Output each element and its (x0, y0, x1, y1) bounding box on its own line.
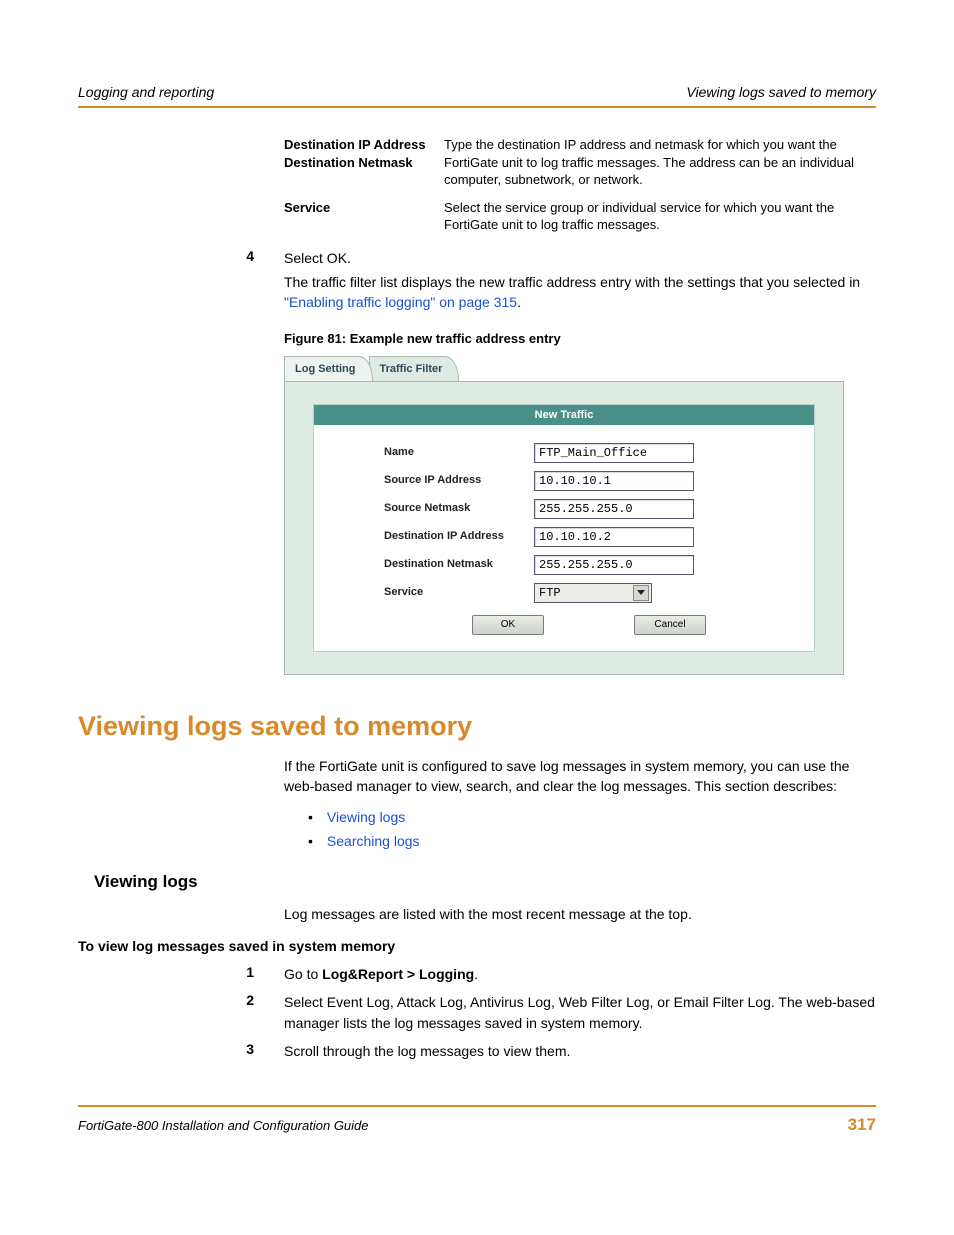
procedure-title: To view log messages saved in system mem… (78, 938, 876, 954)
input-src-mask[interactable] (534, 499, 694, 519)
page-header: Logging and reporting Viewing logs saved… (78, 84, 876, 108)
def-label-service: Service (284, 199, 444, 234)
label-src-ip: Source IP Address (384, 474, 534, 487)
step-number-1: 1 (78, 964, 284, 988)
xref-enabling-traffic-logging[interactable]: "Enabling traffic logging" on page 315 (284, 294, 517, 310)
page-footer: FortiGate-800 Installation and Configura… (78, 1105, 876, 1135)
step-number-4: 4 (78, 248, 284, 317)
label-service: Service (384, 586, 534, 599)
label-dst-ip: Destination IP Address (384, 530, 534, 543)
step-body-3: Scroll through the log messages to view … (284, 1041, 876, 1065)
section-link-list: Viewing logs Searching logs (308, 806, 876, 854)
step-number-2: 2 (78, 992, 284, 1037)
subsection-intro: Log messages are listed with the most re… (284, 904, 876, 924)
def-desc-service: Select the service group or individual s… (444, 199, 876, 234)
def-label-dest: Destination IP Address Destination Netma… (284, 136, 444, 189)
def-desc-dest: Type the destination IP address and netm… (444, 136, 876, 189)
step-body-4: Select OK. The traffic filter list displ… (284, 248, 876, 317)
select-service[interactable]: FTP (534, 583, 652, 603)
section-heading: Viewing logs saved to memory (78, 711, 876, 742)
step-number-3: 3 (78, 1041, 284, 1065)
link-viewing-logs[interactable]: Viewing logs (327, 809, 405, 825)
step-body-1: Go to Log&Report > Logging. (284, 964, 876, 988)
figure-caption: Figure 81: Example new traffic address e… (284, 331, 876, 346)
footer-page-number: 317 (848, 1115, 876, 1135)
label-dst-mask: Destination Netmask (384, 558, 534, 571)
step-body-2: Select Event Log, Attack Log, Antivirus … (284, 992, 876, 1037)
cancel-button[interactable]: Cancel (634, 615, 706, 635)
figure-81: Log Setting Traffic Filter New Traffic N… (284, 356, 876, 675)
chevron-down-icon (633, 585, 649, 601)
section-intro: If the FortiGate unit is configured to s… (284, 756, 876, 797)
ok-button[interactable]: OK (472, 615, 544, 635)
footer-title: FortiGate-800 Installation and Configura… (78, 1118, 369, 1133)
label-src-mask: Source Netmask (384, 502, 534, 515)
tab-traffic-filter[interactable]: Traffic Filter (369, 356, 460, 381)
header-left: Logging and reporting (78, 84, 214, 100)
header-right: Viewing logs saved to memory (686, 84, 876, 100)
input-dst-ip[interactable] (534, 527, 694, 547)
definition-table: Destination IP Address Destination Netma… (284, 136, 876, 234)
tab-log-setting[interactable]: Log Setting (284, 356, 373, 381)
subsection-heading: Viewing logs (94, 872, 876, 892)
input-dst-mask[interactable] (534, 555, 694, 575)
link-searching-logs[interactable]: Searching logs (327, 833, 420, 849)
label-name: Name (384, 446, 534, 459)
input-src-ip[interactable] (534, 471, 694, 491)
input-name[interactable] (534, 443, 694, 463)
panel-title: New Traffic (314, 405, 814, 425)
